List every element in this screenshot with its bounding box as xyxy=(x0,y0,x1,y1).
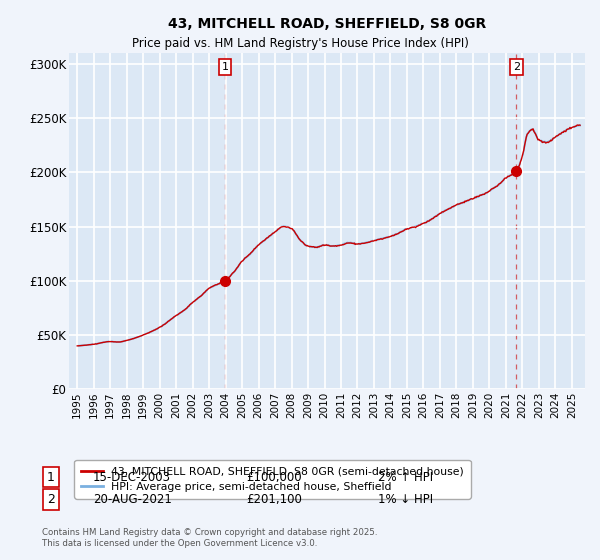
Text: Price paid vs. HM Land Registry's House Price Index (HPI): Price paid vs. HM Land Registry's House … xyxy=(131,36,469,50)
Text: 1: 1 xyxy=(47,470,55,484)
Text: 2: 2 xyxy=(47,493,55,506)
Text: 1: 1 xyxy=(221,62,229,72)
Text: 1% ↓ HPI: 1% ↓ HPI xyxy=(378,493,433,506)
Text: 2% ↑ HPI: 2% ↑ HPI xyxy=(378,470,433,484)
Text: £100,000: £100,000 xyxy=(246,470,302,484)
Text: Contains HM Land Registry data © Crown copyright and database right 2025.
This d: Contains HM Land Registry data © Crown c… xyxy=(42,528,377,548)
Text: £201,100: £201,100 xyxy=(246,493,302,506)
Text: 15-DEC-2003: 15-DEC-2003 xyxy=(93,470,171,484)
Text: 20-AUG-2021: 20-AUG-2021 xyxy=(93,493,172,506)
Legend: 43, MITCHELL ROAD, SHEFFIELD, S8 0GR (semi-detached house), HPI: Average price, : 43, MITCHELL ROAD, SHEFFIELD, S8 0GR (se… xyxy=(74,460,470,498)
Title: 43, MITCHELL ROAD, SHEFFIELD, S8 0GR: 43, MITCHELL ROAD, SHEFFIELD, S8 0GR xyxy=(168,17,486,31)
Text: 2: 2 xyxy=(513,62,520,72)
